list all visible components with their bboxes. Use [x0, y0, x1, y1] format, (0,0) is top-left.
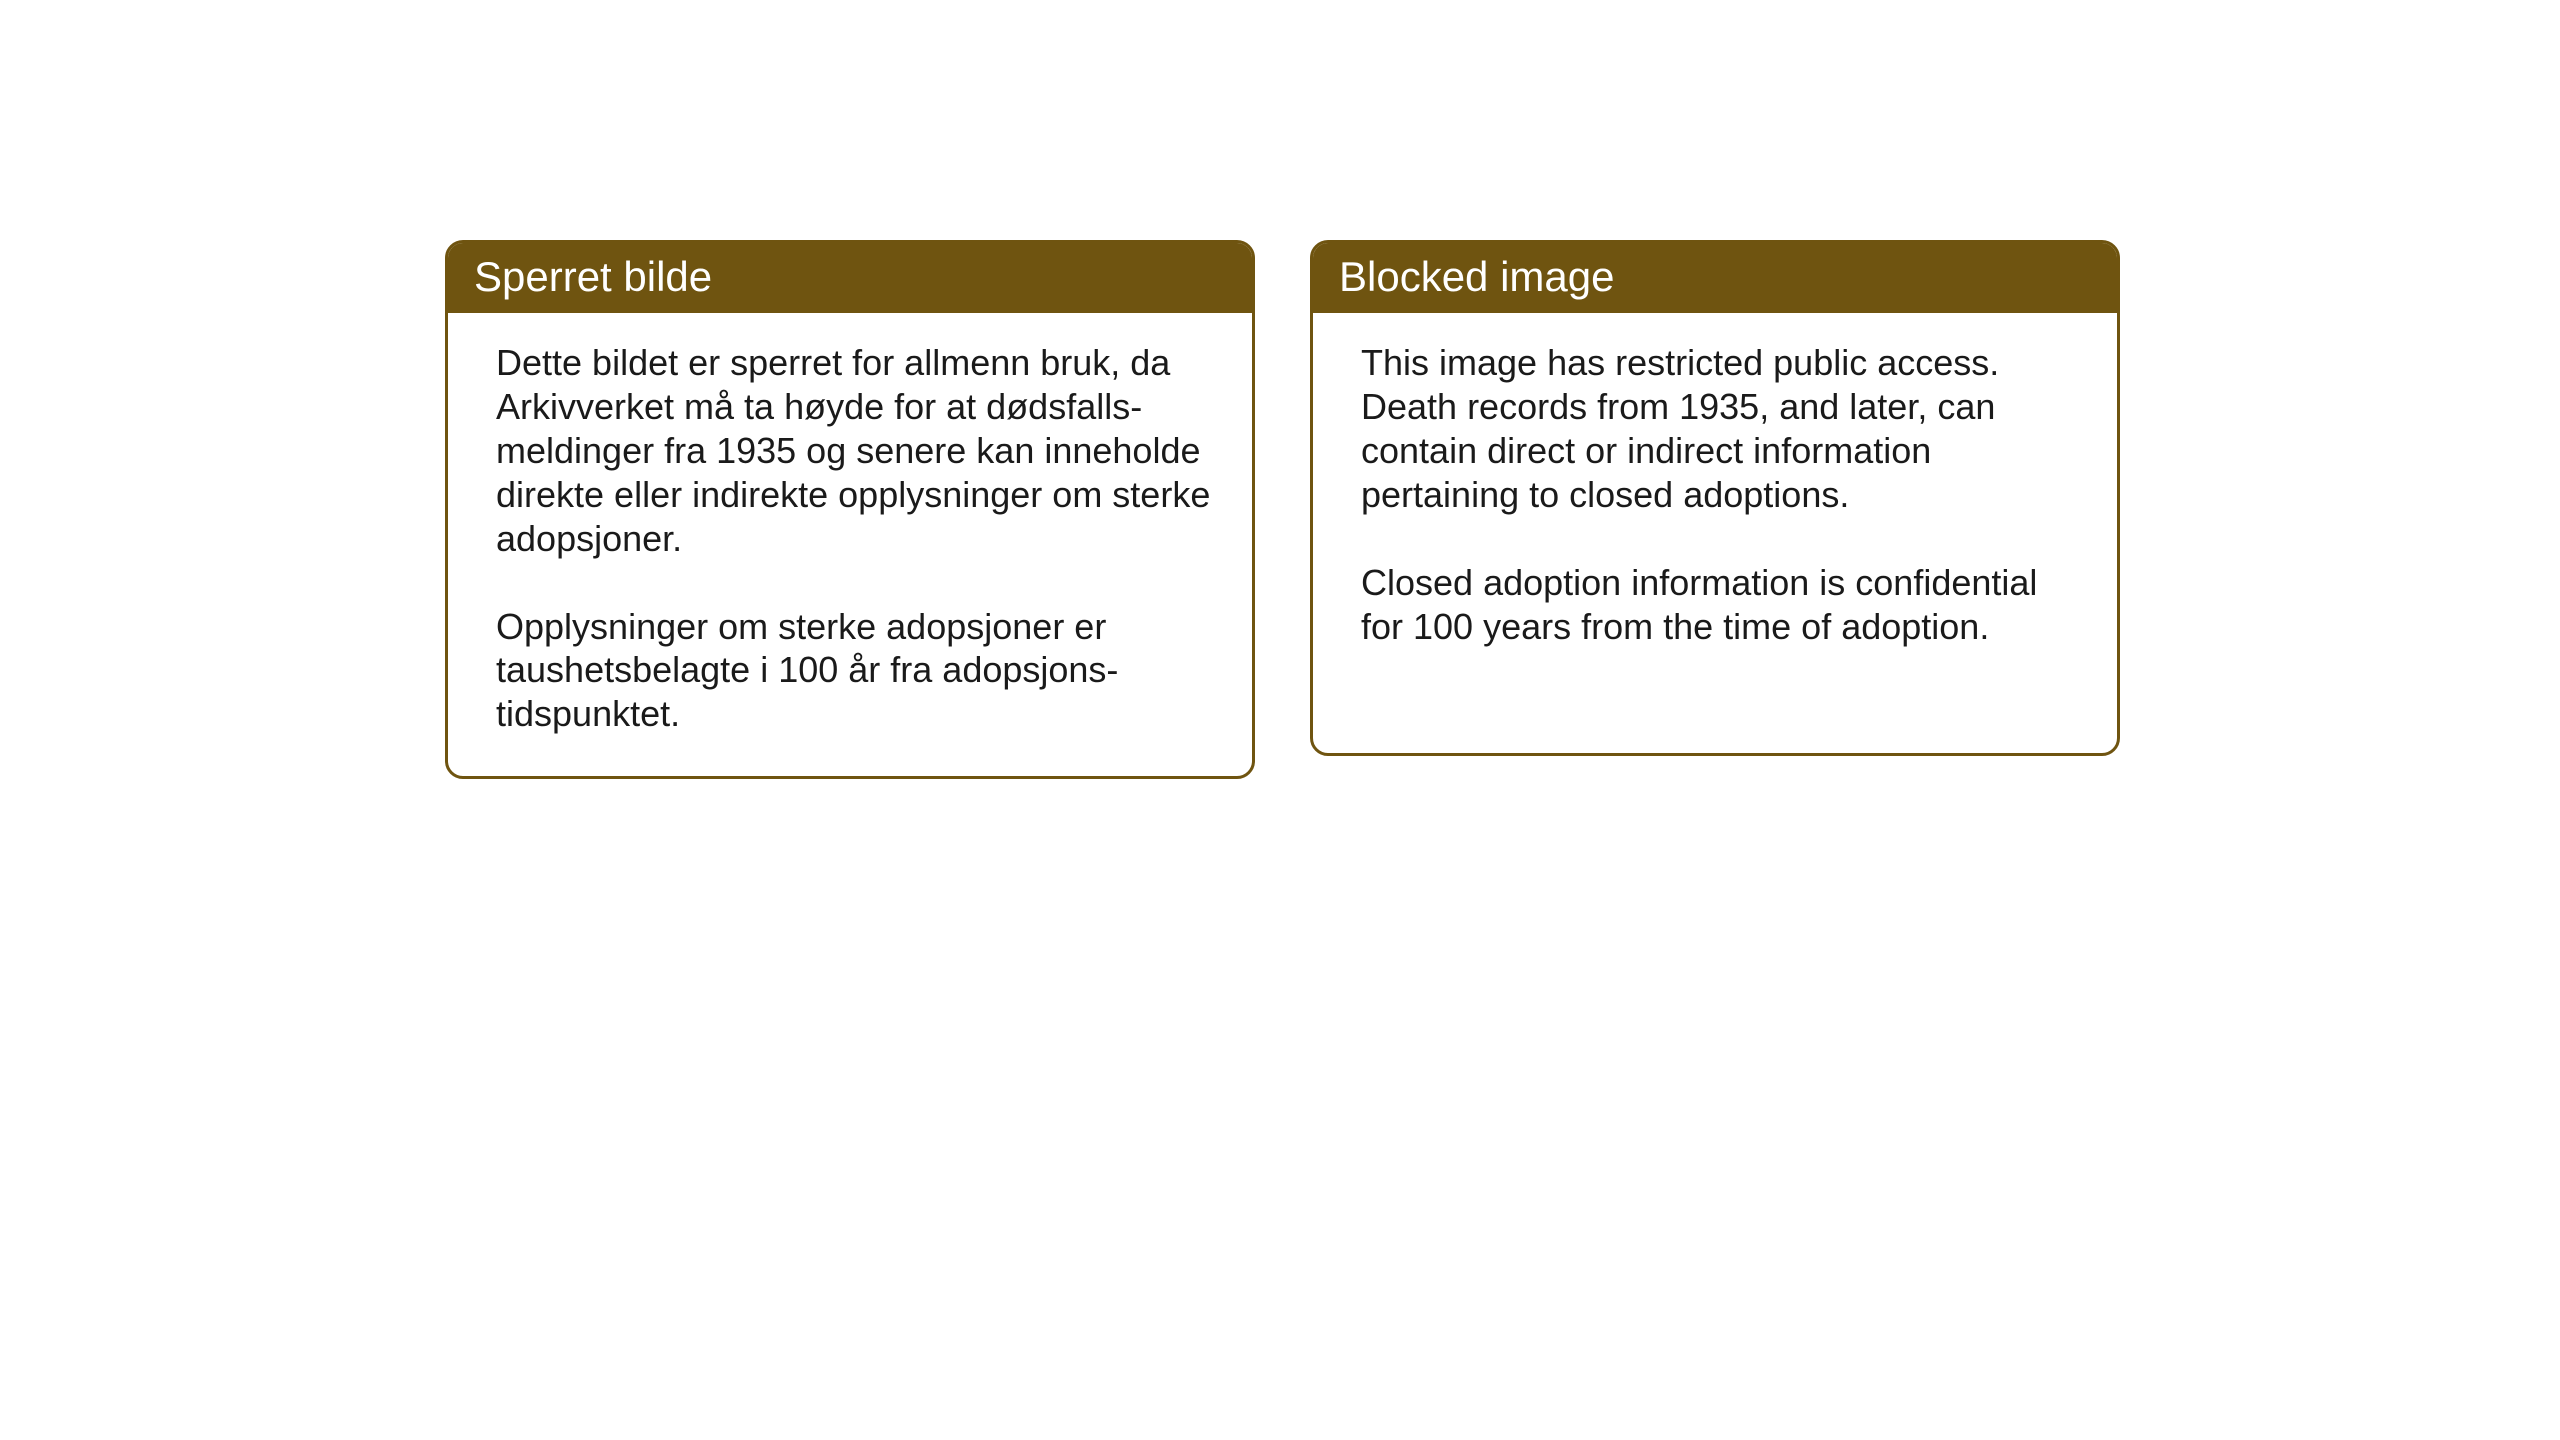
notice-header-norwegian: Sperret bilde [448, 243, 1252, 313]
notice-paragraph-1-english: This image has restricted public access.… [1361, 341, 2077, 517]
notice-container: Sperret bilde Dette bildet er sperret fo… [445, 240, 2120, 779]
notice-body-norwegian: Dette bildet er sperret for allmenn bruk… [448, 313, 1252, 776]
notice-paragraph-1-norwegian: Dette bildet er sperret for allmenn bruk… [496, 341, 1212, 561]
notice-box-english: Blocked image This image has restricted … [1310, 240, 2120, 756]
notice-body-english: This image has restricted public access.… [1313, 313, 2117, 688]
notice-paragraph-2-english: Closed adoption information is confident… [1361, 561, 2077, 649]
notice-header-english: Blocked image [1313, 243, 2117, 313]
notice-box-norwegian: Sperret bilde Dette bildet er sperret fo… [445, 240, 1255, 779]
notice-paragraph-2-norwegian: Opplysninger om sterke adopsjoner er tau… [496, 605, 1212, 737]
